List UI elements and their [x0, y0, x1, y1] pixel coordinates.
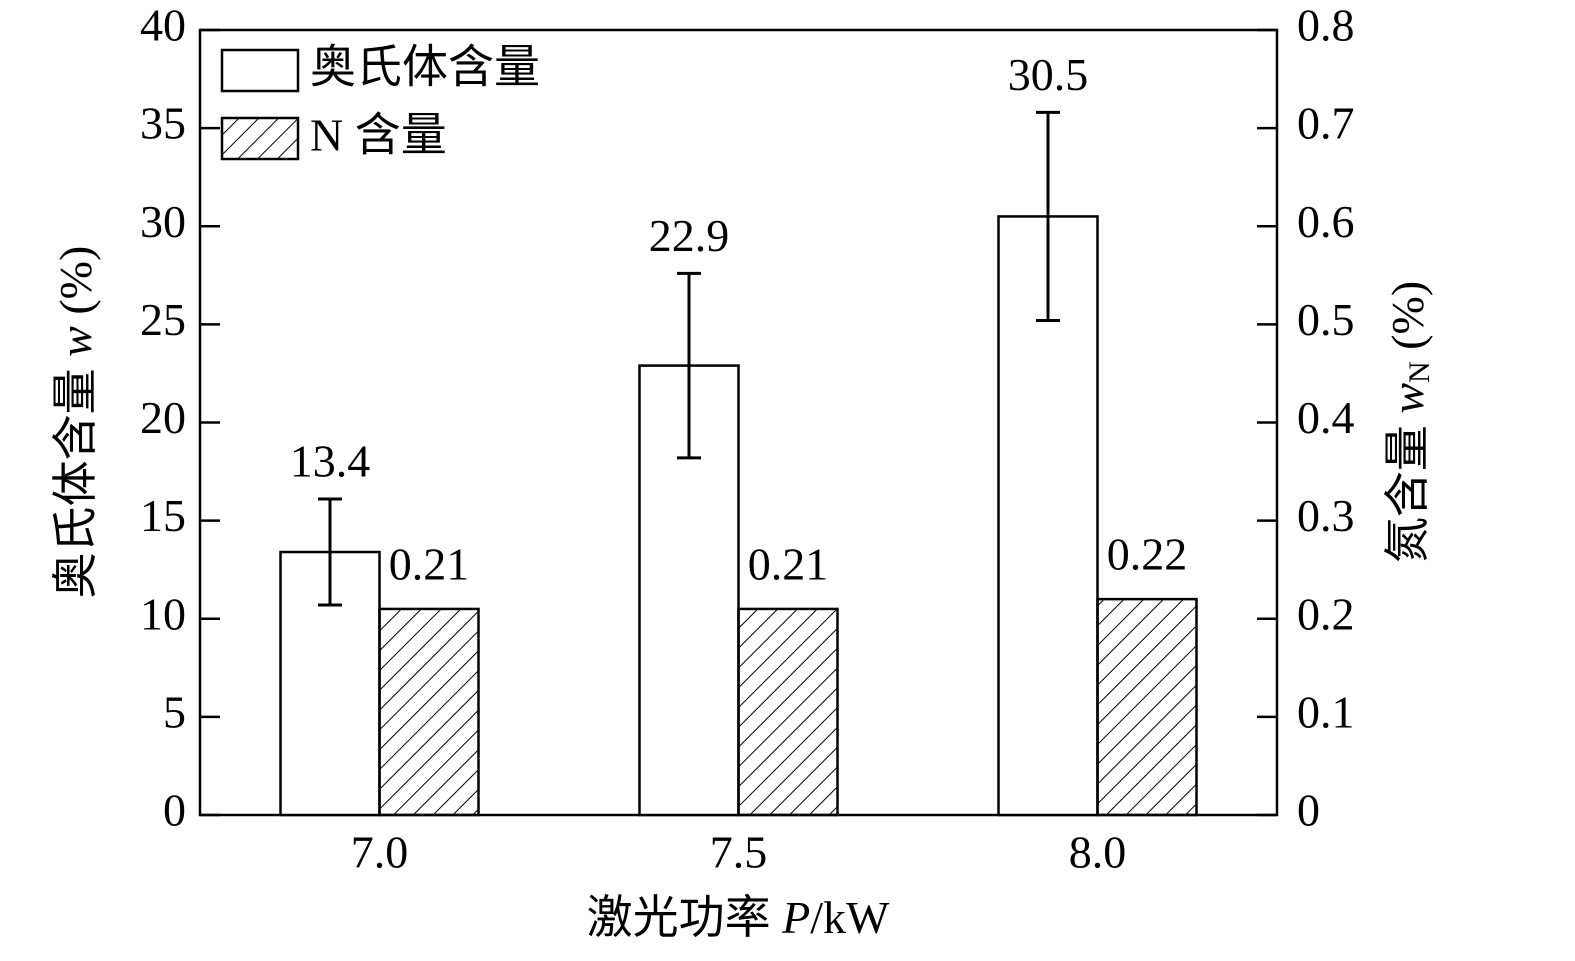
x-axis-label-part: /kW: [810, 892, 890, 943]
legend-label: 奥氏体含量: [310, 42, 540, 93]
legend-swatch: [220, 116, 300, 161]
y2-tick-label: 0.1: [1297, 686, 1355, 737]
y2-axis-label-part: 氮含量: [1382, 414, 1433, 564]
bar: [737, 607, 839, 817]
y-tick-label: 30: [140, 196, 186, 247]
y2-tick-label: 0.2: [1297, 588, 1355, 639]
y-tick-label: 40: [140, 0, 186, 51]
x-tick-label: 7.0: [351, 827, 409, 878]
y-tick-label: 20: [140, 392, 186, 443]
y-axis-label: 奥氏体含量 w (%): [50, 246, 101, 599]
y-axis-label-part: w: [50, 326, 101, 357]
y2-axis-label-part: (%): [1382, 281, 1433, 361]
y-tick-label: 25: [140, 294, 186, 345]
y-tick-label: 5: [163, 686, 186, 737]
value-label: 13.4: [290, 436, 371, 487]
y2-tick-label: 0: [1297, 785, 1320, 836]
bar: [378, 607, 480, 817]
value-label: 0.21: [748, 539, 829, 590]
value-label: 0.22: [1107, 529, 1188, 580]
y2-tick-label: 0.3: [1297, 490, 1355, 541]
y2-axis-label-part: w: [1382, 383, 1433, 414]
x-axis-label-part: P: [781, 892, 810, 943]
x-axis-label: 激光功率 P/kW: [587, 892, 890, 943]
value-label: 30.5: [1008, 49, 1089, 100]
value-label: 0.21: [389, 539, 470, 590]
legend-label: N 含量: [310, 110, 447, 161]
y-tick-label: 15: [140, 490, 186, 541]
bar: [1096, 597, 1198, 817]
y-tick-label: 0: [163, 785, 186, 836]
y-tick-label: 10: [140, 588, 186, 639]
y2-tick-label: 0.6: [1297, 196, 1355, 247]
error-bar: [1036, 110, 1060, 322]
x-axis-label-part: 激光功率: [587, 892, 783, 943]
y2-tick-label: 0.7: [1297, 98, 1355, 149]
value-label: 22.9: [649, 210, 730, 261]
error-bar: [318, 497, 342, 607]
y2-axis-label: 氮含量 wN (%): [1382, 281, 1436, 563]
x-tick-label: 8.0: [1069, 827, 1127, 878]
y2-axis-label-part: N: [1403, 361, 1436, 383]
y-axis-label-part: 奥氏体含量: [50, 357, 101, 599]
error-bar: [677, 271, 701, 460]
y-axis-label-part: (%): [50, 246, 101, 326]
y2-tick-label: 0.4: [1297, 392, 1355, 443]
legend-swatch: [220, 48, 300, 93]
y2-tick-label: 0.5: [1297, 294, 1355, 345]
y2-tick-label: 0.8: [1297, 0, 1355, 51]
y-tick-label: 35: [140, 98, 186, 149]
x-tick-label: 7.5: [710, 827, 768, 878]
